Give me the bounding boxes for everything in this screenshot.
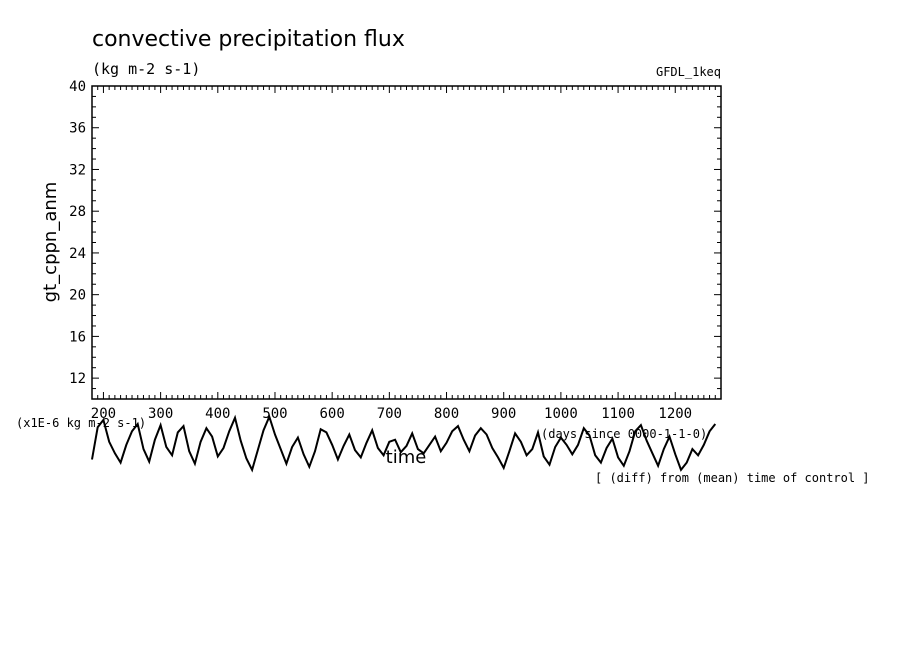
x-tick-label: 800 — [434, 406, 459, 422]
x-axis-label: time — [386, 447, 427, 468]
y-tick-label: 12 — [69, 371, 86, 387]
y-axis: 12 16 20 24 28 32 36 40 — [69, 79, 721, 390]
x-tick-label: 500 — [262, 406, 287, 422]
x-tick-label: 600 — [320, 406, 345, 422]
x-tick-label: 300 — [148, 406, 173, 422]
x-tick-label: 1100 — [601, 406, 635, 422]
series-line — [91, 413, 717, 473]
y-tick-label: 40 — [69, 79, 86, 95]
x-axis: 200 300 400 500 600 700 800 900 1000 1100 1200 — [91, 86, 716, 422]
chart-units: (kg m-2 s-1) — [92, 60, 200, 78]
annotation: [ (diff) from (mean) time of control ] — [595, 471, 870, 485]
model-label: GFDL_1keq — [656, 65, 721, 79]
y-tick-label: 32 — [69, 162, 86, 178]
x-tick-label: 900 — [491, 406, 516, 422]
y-tick-label: 36 — [69, 121, 86, 137]
plot-frame — [91, 85, 722, 400]
y-tick-label: 24 — [69, 246, 86, 262]
x-units-label: (days since 0000-1-1-0) — [541, 427, 707, 441]
x-tick-label: 1000 — [544, 406, 578, 422]
x-tick-label: 1200 — [658, 406, 692, 422]
x-tick-label: 700 — [377, 406, 402, 422]
y-tick-label: 16 — [69, 329, 86, 345]
x-tick-label: 400 — [205, 406, 230, 422]
y-tick-label: 28 — [69, 204, 86, 220]
y-axis-label: gt_cppn_anm — [40, 182, 61, 303]
y-multiplier-label: (x1E-6 kg m-2 s-1) — [16, 416, 146, 430]
chart-title: convective precipitation flux — [92, 27, 405, 52]
y-tick-label: 20 — [69, 288, 86, 304]
x-tick-label: 200 — [91, 406, 116, 422]
